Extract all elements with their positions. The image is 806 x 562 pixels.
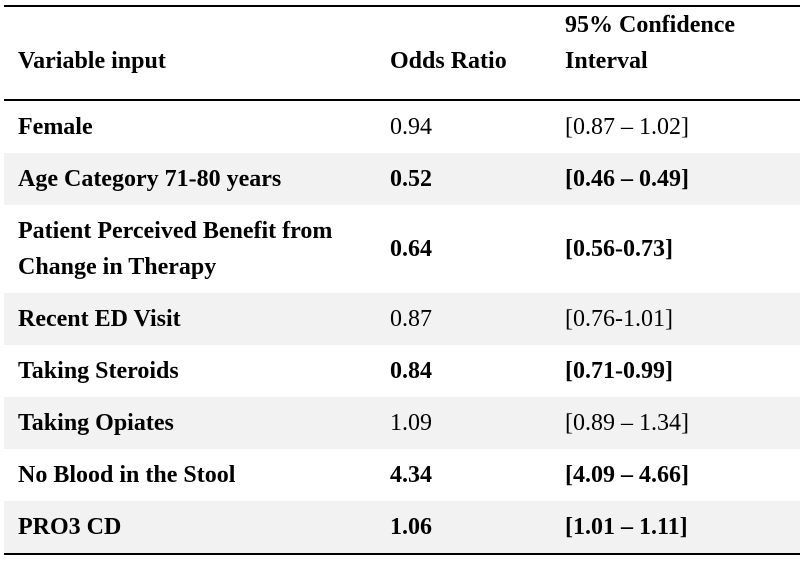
cell-variable: Patient Perceived Benefit from Change in…	[18, 218, 333, 280]
cell-confidence-interval: [1.01 – 1.11]	[551, 501, 800, 554]
cell-variable: Taking Steroids	[18, 358, 179, 384]
table-row: PRO3 CD 1.06 [1.01 – 1.11]	[4, 501, 800, 554]
header-confidence-interval: 95% Confidence Interval	[551, 6, 800, 101]
cell-odds-ratio: 0.64	[390, 236, 432, 262]
cell-variable: Recent ED Visit	[4, 293, 376, 345]
cell-confidence-interval: [0.89 – 1.34]	[551, 397, 800, 449]
cell-odds-ratio: 0.94	[390, 114, 432, 140]
odds-ratio-table: Variable input Odds Ratio 95% Confidence…	[4, 5, 800, 555]
cell-variable: Taking Opiates	[4, 397, 376, 449]
results-table-container: Variable input Odds Ratio 95% Confidence…	[4, 5, 800, 555]
cell-confidence-interval: [0.46 – 0.49]	[551, 153, 800, 205]
table-body: Female 0.94 [0.87 – 1.02] Age Category 7…	[4, 100, 800, 554]
table-row: Taking Steroids 0.84 [0.71-0.99]	[4, 345, 800, 397]
cell-odds-ratio: 4.34	[390, 462, 432, 488]
table-row: Taking Opiates 1.09 [0.89 – 1.34]	[4, 397, 800, 449]
table-row: Patient Perceived Benefit from Change in…	[4, 205, 800, 293]
cell-variable: PRO3 CD	[4, 501, 376, 554]
cell-confidence-interval: [0.56-0.73]	[565, 236, 673, 262]
table-row: Female 0.94 [0.87 – 1.02]	[4, 100, 800, 153]
cell-odds-ratio: 0.52	[376, 153, 551, 205]
cell-variable: Age Category 71-80 years	[4, 153, 376, 205]
cell-confidence-interval: [0.76-1.01]	[551, 293, 800, 345]
cell-odds-ratio: 1.09	[376, 397, 551, 449]
header-variable-input: Variable input	[4, 6, 376, 101]
header-row: Variable input Odds Ratio 95% Confidence…	[4, 6, 800, 101]
cell-confidence-interval: [4.09 – 4.66]	[565, 462, 689, 488]
cell-confidence-interval: [0.87 – 1.02]	[565, 114, 689, 140]
cell-odds-ratio: 1.06	[376, 501, 551, 554]
cell-odds-ratio: 0.84	[390, 358, 432, 384]
header-odds-ratio: Odds Ratio	[376, 6, 551, 101]
table-row: No Blood in the Stool 4.34 [4.09 – 4.66]	[4, 449, 800, 501]
cell-variable: No Blood in the Stool	[18, 462, 236, 488]
cell-odds-ratio: 0.87	[376, 293, 551, 345]
table-row: Recent ED Visit 0.87 [0.76-1.01]	[4, 293, 800, 345]
table-row: Age Category 71-80 years 0.52 [0.46 – 0.…	[4, 153, 800, 205]
cell-confidence-interval: [0.71-0.99]	[565, 358, 673, 384]
cell-variable: Female	[18, 114, 93, 140]
